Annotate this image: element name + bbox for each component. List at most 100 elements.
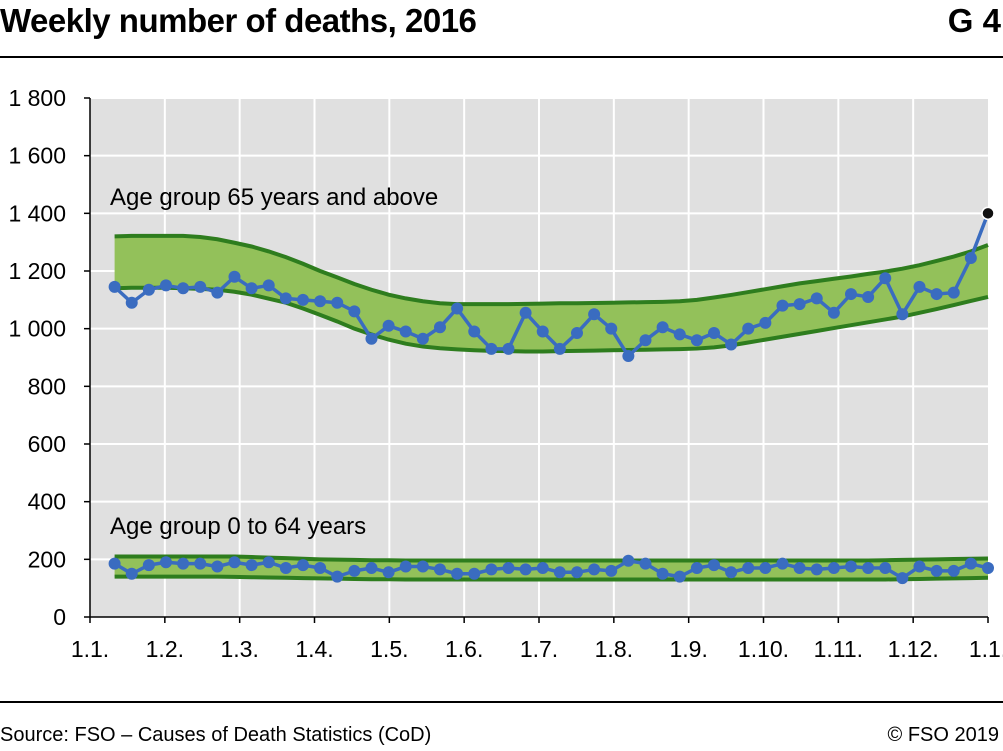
data-point xyxy=(451,302,464,315)
y-tick-label: 1 600 xyxy=(8,143,66,169)
data-point xyxy=(673,570,686,583)
series-line xyxy=(113,559,989,580)
data-point xyxy=(553,566,566,579)
y-tick-label: 400 xyxy=(28,489,66,515)
data-point xyxy=(519,563,532,576)
data-point xyxy=(485,342,498,355)
data-point xyxy=(399,560,412,573)
data-point xyxy=(159,279,172,292)
data-point xyxy=(468,567,481,580)
data-point xyxy=(793,561,806,574)
data-point xyxy=(108,557,121,570)
data-point xyxy=(125,567,138,580)
data-point xyxy=(502,561,515,574)
data-point xyxy=(810,292,823,305)
data-point xyxy=(947,564,960,577)
data-point xyxy=(536,561,549,574)
data-point xyxy=(365,561,378,574)
data-point xyxy=(776,299,789,312)
data-point xyxy=(879,561,892,574)
data-point xyxy=(416,560,429,573)
bottom-divider xyxy=(0,701,1003,703)
band-upper-line xyxy=(114,554,989,563)
annotation-0-to-64: Age group 0 to 64 years xyxy=(110,513,366,540)
data-point xyxy=(485,563,498,576)
data-point xyxy=(896,308,909,321)
data-point xyxy=(262,556,275,569)
data-point xyxy=(262,279,275,292)
data-point xyxy=(382,566,395,579)
data-point xyxy=(159,556,172,569)
data-point xyxy=(382,319,395,332)
series-layer xyxy=(108,206,995,585)
data-point xyxy=(879,272,892,285)
data-point xyxy=(673,328,686,341)
data-point xyxy=(416,332,429,345)
top-divider xyxy=(0,56,1003,58)
y-tick-label: 1 000 xyxy=(8,316,66,342)
data-point xyxy=(211,560,224,573)
data-point xyxy=(964,252,977,265)
y-tick-label: 200 xyxy=(28,546,66,572)
data-point xyxy=(553,342,566,355)
data-point xyxy=(194,557,207,570)
weekly-deaths-chart: 0 200 400 600 800 1 000 1 200 1 400 1 600 1 800 1.… xyxy=(8,85,1003,662)
data-point xyxy=(177,282,190,295)
data-point xyxy=(862,561,875,574)
data-point xyxy=(981,206,995,221)
annotation-65-plus: Age group 65 years and above xyxy=(110,184,438,211)
x-tick-label: 1.3. xyxy=(220,636,258,662)
data-point xyxy=(947,286,960,299)
axes: 0 200 400 600 800 1 000 1 200 1 400 1 600 1 800 1.… xyxy=(8,85,1003,662)
x-tick-label: 1.9. xyxy=(669,636,707,662)
data-point xyxy=(570,566,583,579)
chart-title: Weekly number of deaths, 2016 xyxy=(0,2,477,39)
x-tick-label: 1.1. xyxy=(71,636,109,662)
data-point xyxy=(622,350,635,363)
data-point xyxy=(982,561,994,574)
x-tick-label: 1.10. xyxy=(738,636,789,662)
y-tick-label: 1 800 xyxy=(8,85,66,111)
band-lower-line xyxy=(114,574,989,582)
y-tick-label: 600 xyxy=(28,431,66,457)
data-point xyxy=(930,564,943,577)
data-point xyxy=(279,561,292,574)
data-point xyxy=(314,295,327,308)
data-point xyxy=(725,338,738,351)
x-tick-label: 1.2. xyxy=(146,636,184,662)
band-lower-line xyxy=(114,285,989,354)
data-point xyxy=(125,296,138,309)
x-tick-label: 1.8. xyxy=(595,636,633,662)
data-point xyxy=(793,298,806,311)
data-point xyxy=(348,564,361,577)
data-point xyxy=(605,322,618,335)
y-tick-label: 1 400 xyxy=(8,200,66,226)
x-tick-label: 1.4. xyxy=(295,636,333,662)
source-note: Source: FSO – Causes of Death Statistics… xyxy=(0,724,432,746)
data-point xyxy=(707,326,720,339)
data-point xyxy=(348,305,361,318)
data-point xyxy=(707,559,720,572)
data-point xyxy=(964,557,977,570)
series-line xyxy=(113,212,990,358)
grid xyxy=(90,97,988,617)
data-point xyxy=(468,325,481,338)
y-tick-label: 800 xyxy=(28,373,66,399)
data-point xyxy=(331,296,344,309)
data-point xyxy=(519,306,532,319)
data-point xyxy=(930,288,943,301)
data-point xyxy=(913,280,926,293)
data-point xyxy=(862,290,875,303)
data-point xyxy=(690,334,703,347)
x-tick-label: 1.7. xyxy=(520,636,558,662)
data-point xyxy=(742,322,755,335)
band-upper-line xyxy=(114,233,989,307)
y-tick-label: 1 200 xyxy=(8,258,66,284)
x-tick-label: 1.6. xyxy=(445,636,483,662)
x-tick-label: 1.12. xyxy=(888,636,939,662)
data-point xyxy=(844,560,857,573)
data-point xyxy=(314,561,327,574)
x-tick-label: 1.1. xyxy=(969,636,1003,662)
data-point xyxy=(690,561,703,574)
data-point xyxy=(639,557,652,570)
